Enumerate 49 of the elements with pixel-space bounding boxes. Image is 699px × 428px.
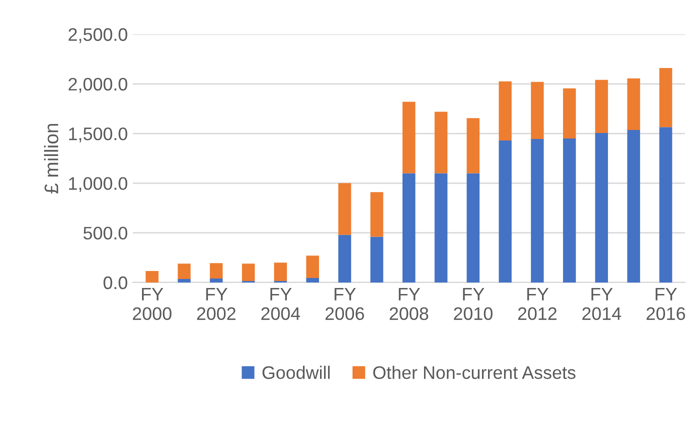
bar <box>338 183 352 235</box>
bar <box>498 140 512 282</box>
bar <box>306 256 320 278</box>
legend-label: Goodwill <box>262 366 330 380</box>
y-tick-label: 2,500.0 <box>68 28 128 44</box>
y-tick-label: 1,000.0 <box>69 177 128 192</box>
bar <box>434 112 448 174</box>
y-tick-label: 1,500.0 <box>69 127 128 142</box>
y-tick-label: 2,000.0 <box>68 78 128 93</box>
x-tick-label: FY 2010 <box>454 288 493 320</box>
x-tick-label: FY 2014 <box>582 288 622 320</box>
bar <box>370 236 384 282</box>
bar <box>563 88 576 138</box>
legend-label: Other Non-current Assets <box>373 366 576 380</box>
y-axis-title: £ million <box>44 124 58 194</box>
y-tick-label: 500.0 <box>83 226 128 240</box>
bar <box>178 279 191 282</box>
x-tick-label: FY 2004 <box>261 288 300 320</box>
bar <box>498 81 512 140</box>
bar <box>210 278 223 282</box>
bar <box>178 264 191 280</box>
bar <box>466 173 480 282</box>
bar <box>242 264 255 281</box>
bar <box>563 138 576 282</box>
bar <box>466 118 480 174</box>
bar <box>530 138 544 282</box>
bar <box>274 262 287 281</box>
bar <box>659 127 672 282</box>
bar <box>659 68 672 128</box>
y-tick-label: 0.0 <box>104 276 128 290</box>
x-tick-label: FY 2000 <box>132 288 172 320</box>
bar <box>434 173 448 282</box>
bar <box>210 263 223 279</box>
bar <box>530 82 544 139</box>
x-tick-label: FY 2012 <box>518 288 557 320</box>
bar <box>627 130 640 282</box>
x-tick-label: FY 2006 <box>326 288 364 320</box>
bar <box>306 278 320 282</box>
x-tick-label: FY 2002 <box>197 288 236 320</box>
bar <box>595 133 608 282</box>
bar <box>627 78 640 130</box>
bar <box>146 271 158 282</box>
bar <box>402 102 416 174</box>
bar <box>595 80 608 134</box>
x-tick-label: FY 2016 <box>646 288 686 320</box>
bar <box>402 173 416 282</box>
bar <box>338 234 352 282</box>
bar <box>370 192 384 237</box>
x-tick-label: FY 2008 <box>390 288 428 320</box>
